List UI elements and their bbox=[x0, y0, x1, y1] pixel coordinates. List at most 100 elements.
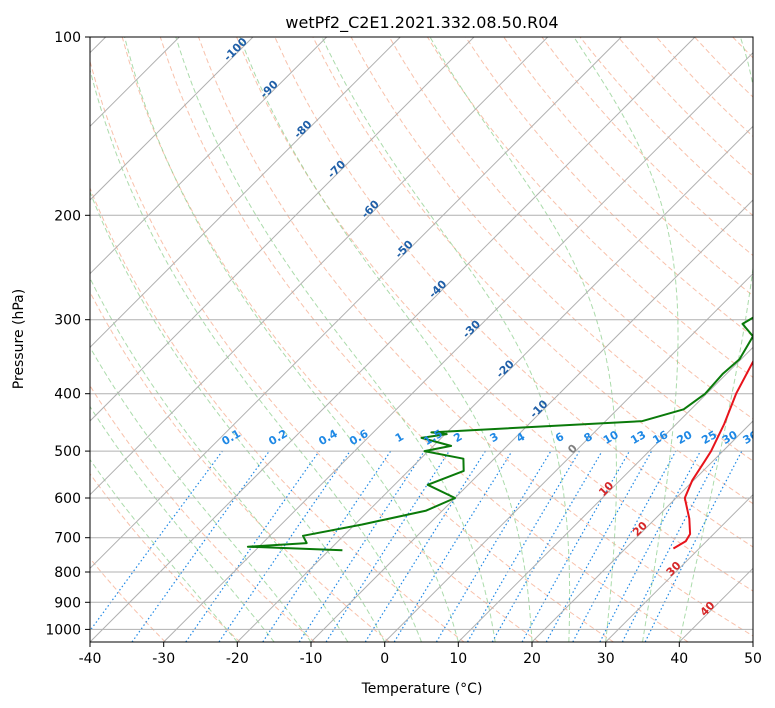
dry-adiabat bbox=[388, 37, 753, 420]
dry-adiabat bbox=[236, 37, 753, 592]
mixing-ratio-line bbox=[131, 450, 270, 642]
isotherm-label: -60 bbox=[359, 197, 382, 220]
mixing-ratio-label: 3 bbox=[488, 430, 501, 445]
isotherm-label: -20 bbox=[494, 357, 517, 380]
mixing-ratio-line bbox=[572, 450, 677, 642]
moist-adiabat bbox=[239, 37, 533, 642]
x-tick-label: -30 bbox=[152, 651, 175, 667]
x-tick-label: 0 bbox=[380, 651, 389, 667]
dry-adiabat bbox=[90, 472, 241, 642]
isotherm-label: 20 bbox=[630, 519, 650, 539]
moist-adiabat bbox=[124, 37, 459, 642]
dry-adiabat bbox=[656, 37, 753, 138]
isotherm-label: -70 bbox=[325, 158, 348, 181]
isotherm-line bbox=[457, 346, 753, 642]
moist-adiabat bbox=[90, 277, 349, 642]
mixing-ratio-label: 13 bbox=[628, 428, 648, 447]
mixing-ratio-line bbox=[185, 450, 320, 642]
mixing-ratio-label: 4 bbox=[514, 430, 527, 445]
moist-adiabat bbox=[90, 67, 422, 642]
mixing-ratio-label: 0.4 bbox=[316, 427, 340, 448]
isotherm-line bbox=[90, 37, 328, 275]
mixing-ratio-label: 6 bbox=[553, 430, 566, 445]
isotherm-line bbox=[236, 125, 753, 642]
moist-adiabat bbox=[90, 405, 275, 642]
isotherm-line bbox=[752, 641, 753, 642]
temperature-line bbox=[672, 359, 753, 550]
y-tick-label: 300 bbox=[54, 313, 81, 329]
x-tick-label: -20 bbox=[226, 651, 249, 667]
dewpoint-line bbox=[246, 316, 753, 552]
mixing-ratio-label: 20 bbox=[675, 428, 695, 447]
x-axis-label: Temperature (°C) bbox=[361, 681, 483, 697]
isotherm-label: 40 bbox=[698, 599, 718, 619]
isotherm-line bbox=[310, 199, 753, 642]
mixing-ratio-line bbox=[521, 450, 631, 642]
mixing-ratio-line bbox=[393, 450, 513, 642]
isotherm-label: -30 bbox=[460, 317, 483, 340]
isotherm-line bbox=[163, 51, 753, 642]
dry-adiabat bbox=[503, 37, 753, 297]
y-tick-label: 500 bbox=[54, 444, 81, 460]
isotherm-line bbox=[90, 37, 696, 642]
moist-adiabat bbox=[678, 37, 753, 642]
mixing-ratio-line bbox=[90, 450, 223, 632]
dry-adiabats bbox=[90, 37, 775, 642]
isotherm-line bbox=[90, 37, 549, 496]
isotherm-line bbox=[531, 420, 753, 642]
dry-adiabat bbox=[541, 37, 753, 257]
dry-adiabat bbox=[90, 59, 540, 642]
isotherm-label: 30 bbox=[664, 559, 684, 579]
y-tick-label: 700 bbox=[54, 531, 81, 547]
isotherm-label: -90 bbox=[258, 78, 281, 101]
y-tick-label: 400 bbox=[54, 387, 81, 403]
moist-adiabats bbox=[90, 37, 753, 642]
dry-adiabat bbox=[90, 384, 316, 642]
mixing-ratio-label: 25 bbox=[699, 428, 719, 447]
mixing-ratio-label: 10 bbox=[601, 428, 621, 447]
mixing-ratio-label: 1 bbox=[393, 430, 406, 445]
y-tick-label: 1000 bbox=[45, 622, 81, 638]
dry-adiabat bbox=[465, 37, 753, 338]
mixing-ratio-label: 1.5 bbox=[422, 427, 445, 448]
mixing-ratio-label: 30 bbox=[720, 428, 740, 447]
moist-adiabat bbox=[175, 37, 496, 642]
mixing-ratio-line bbox=[435, 450, 552, 642]
dry-adiabat bbox=[350, 37, 753, 462]
y-axis-ticks: 1000 900 800 700 600 500 400 300 200 100 bbox=[45, 30, 90, 638]
x-tick-label: -40 bbox=[79, 651, 102, 667]
mixing-ratio-line bbox=[218, 450, 351, 642]
dry-adiabat bbox=[90, 186, 465, 642]
isotherm-label: -50 bbox=[393, 237, 416, 260]
dry-adiabat bbox=[121, 37, 614, 642]
dry-adiabat bbox=[90, 557, 166, 642]
x-tick-label: 30 bbox=[597, 651, 615, 667]
mixing-ratio-line bbox=[325, 450, 450, 642]
y-tick-label: 200 bbox=[54, 208, 81, 224]
profile-series bbox=[246, 316, 753, 552]
mixing-ratio-label: 16 bbox=[650, 428, 670, 447]
isotherm-line bbox=[678, 567, 753, 642]
grid-lines bbox=[90, 37, 753, 642]
x-tick-label: 50 bbox=[744, 651, 762, 667]
y-axis-label: Pressure (hPa) bbox=[11, 289, 27, 389]
dry-adiabat bbox=[771, 37, 775, 642]
mixing-ratio-line bbox=[262, 450, 392, 642]
x-axis-ticks: -40 -30 -20 -10 0 10 20 30 40 50 bbox=[79, 642, 762, 667]
dry-adiabat bbox=[198, 37, 753, 637]
mixing-ratio-line bbox=[298, 450, 425, 642]
isotherm-line bbox=[90, 37, 622, 570]
isotherm-line bbox=[90, 37, 475, 422]
mixing-ratio-label: 0.2 bbox=[266, 427, 289, 448]
moist-adiabat bbox=[90, 346, 312, 642]
dry-adiabat bbox=[732, 37, 753, 59]
dry-adiabat bbox=[426, 37, 753, 378]
mixing-ratio-line bbox=[644, 450, 743, 642]
moist-adiabat bbox=[429, 37, 617, 642]
plot-frame bbox=[89, 36, 754, 643]
x-tick-label: -10 bbox=[300, 651, 323, 667]
dry-adiabat bbox=[694, 37, 753, 98]
isotherm-line bbox=[90, 37, 254, 201]
isotherm-label: -80 bbox=[291, 118, 314, 141]
